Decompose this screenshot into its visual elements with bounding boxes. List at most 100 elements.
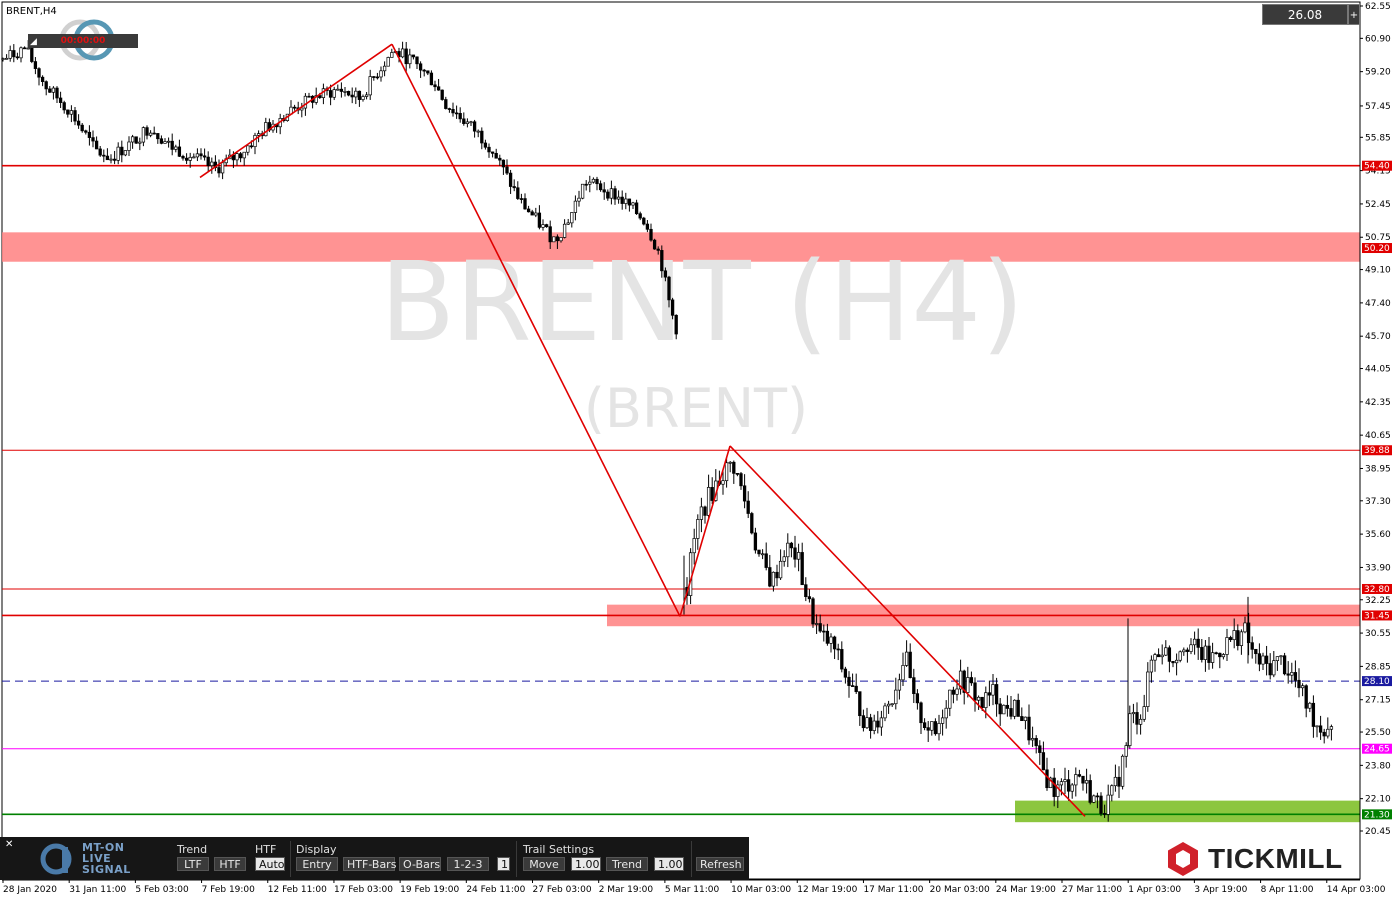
candle-body <box>1023 716 1028 722</box>
trendline-layer <box>199 43 1086 817</box>
candle-body <box>552 236 556 243</box>
candle-body <box>494 152 498 159</box>
candle-body <box>1074 774 1078 786</box>
candle-body <box>652 239 657 250</box>
candle-body <box>868 717 873 731</box>
display-count-field[interactable]: 1 <box>497 857 510 871</box>
candle-body <box>1 58 5 60</box>
candle-body <box>1290 672 1294 676</box>
candle-body <box>987 692 992 696</box>
trend-ltf-button[interactable]: LTF <box>177 857 209 871</box>
y-tick-label: 59.20 <box>1365 68 1391 78</box>
toolbar-separator <box>691 841 692 877</box>
candle-body <box>1038 745 1042 753</box>
candle-body <box>980 696 984 709</box>
y-tick-label: 42.35 <box>1365 398 1391 408</box>
candle-body <box>764 553 768 568</box>
candle-body <box>1030 738 1035 741</box>
logo-line-2: LIVE <box>82 852 112 865</box>
candle-body <box>1088 780 1092 803</box>
x-tick-label: 19 Feb 19:00 <box>400 885 459 895</box>
candle-body <box>462 118 466 124</box>
candle-body <box>447 108 452 110</box>
green-zone <box>1015 800 1360 823</box>
candle-body <box>1279 655 1283 658</box>
y-tick-label: 60.90 <box>1365 34 1391 44</box>
trail-move-value-field[interactable]: 1.00 <box>571 857 601 871</box>
candle-body <box>1304 685 1308 709</box>
corner-arrow-icon: ◢ <box>30 37 37 47</box>
candle-body <box>858 691 862 717</box>
candle-body <box>354 90 358 98</box>
display-htf-bars-button[interactable]: HTF-Bars <box>343 857 396 871</box>
candle-body <box>516 187 520 199</box>
y-tick-label: 49.10 <box>1365 266 1391 276</box>
candle-body <box>584 183 588 186</box>
candle-body <box>566 222 570 225</box>
trail-move-button[interactable]: Move <box>523 857 565 871</box>
symbol-label: BRENT,H4 <box>6 6 57 17</box>
candle-body <box>1124 745 1128 757</box>
candle-body <box>1110 785 1114 796</box>
trail-trend-button[interactable]: Trend <box>606 857 648 871</box>
candle-body <box>915 693 920 704</box>
x-tick-label: 27 Feb 03:00 <box>533 885 592 895</box>
candle-body <box>843 668 848 678</box>
candle-body <box>1264 655 1269 664</box>
candle-body <box>775 571 779 579</box>
x-tick-label: 3 Apr 19:00 <box>1194 885 1247 895</box>
toolbar-close-icon[interactable]: ✕ <box>5 839 14 850</box>
candle-body <box>746 500 750 514</box>
candle-body <box>26 47 30 50</box>
candle-body <box>951 689 956 695</box>
candle-body <box>897 679 902 691</box>
candle-body <box>192 156 196 159</box>
horizontal-line-layer <box>2 164 1360 816</box>
candle-body <box>1066 779 1071 792</box>
candle-body <box>548 226 552 243</box>
display-pattern-button[interactable]: 1-2-3 <box>447 857 489 871</box>
candle-body <box>739 473 743 487</box>
candle-body <box>19 47 23 59</box>
candle-body <box>850 685 855 687</box>
candle-body <box>501 159 506 168</box>
candle-body <box>724 462 729 482</box>
candle-body <box>314 95 318 103</box>
candle-body <box>793 547 797 560</box>
candle-body <box>127 141 131 151</box>
display-o-bars-button[interactable]: O-Bars <box>399 857 441 871</box>
refresh-button[interactable]: Refresh <box>696 857 744 871</box>
candle-body <box>1200 647 1204 660</box>
candle-body <box>616 196 621 200</box>
price-label-50.20: 50.20 <box>1364 244 1390 254</box>
candle-body <box>217 167 221 174</box>
candle-body <box>336 88 340 91</box>
y-tick-label: 20.45 <box>1365 827 1391 837</box>
price-box-expand-button[interactable]: + <box>1348 4 1360 25</box>
candle-body <box>627 198 632 206</box>
candle-body <box>55 87 59 99</box>
candle-body <box>69 110 74 115</box>
candle-body <box>1246 622 1251 644</box>
htf-auto-button[interactable]: Auto <box>255 857 285 871</box>
candle-body <box>408 54 412 65</box>
tickmill-hexagon-icon <box>1168 842 1198 876</box>
candle-body <box>1318 725 1323 733</box>
candle-body <box>789 542 794 549</box>
y-tick-label: 25.50 <box>1365 728 1391 738</box>
candle-body <box>1052 777 1056 797</box>
candle-body <box>8 50 12 59</box>
candle-body <box>994 684 999 705</box>
candle-body <box>1063 779 1067 783</box>
candle-body <box>1034 738 1038 747</box>
candle-body <box>350 94 354 98</box>
display-entry-button[interactable]: Entry <box>296 857 338 871</box>
trail-trend-value-field[interactable]: 1.00 <box>654 857 684 871</box>
trend-htf-button[interactable]: HTF <box>214 857 246 871</box>
candle-body <box>1120 755 1125 787</box>
candle-body <box>415 56 419 65</box>
y-tick-label: 40.65 <box>1365 431 1391 441</box>
candle-body <box>1164 647 1168 656</box>
candle-body <box>472 121 477 132</box>
